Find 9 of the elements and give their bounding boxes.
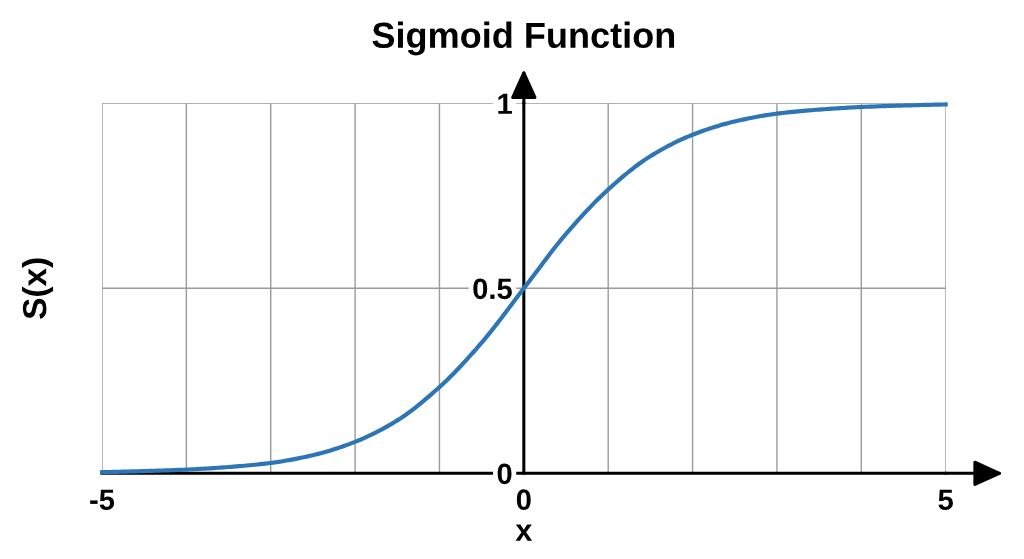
y-tick-label: 0.5 <box>473 278 512 300</box>
x-tick-label: 0 <box>516 489 531 511</box>
x-tick-label: -5 <box>90 489 115 511</box>
x-tick-label: 5 <box>938 489 953 511</box>
y-axis-title: S(x) <box>21 258 54 319</box>
x-axis-title: x <box>515 524 533 541</box>
y-tick-label: 1 <box>498 93 512 114</box>
y-tick-label: 0 <box>497 463 512 485</box>
chart-title: Sigmoid Function <box>372 21 675 56</box>
